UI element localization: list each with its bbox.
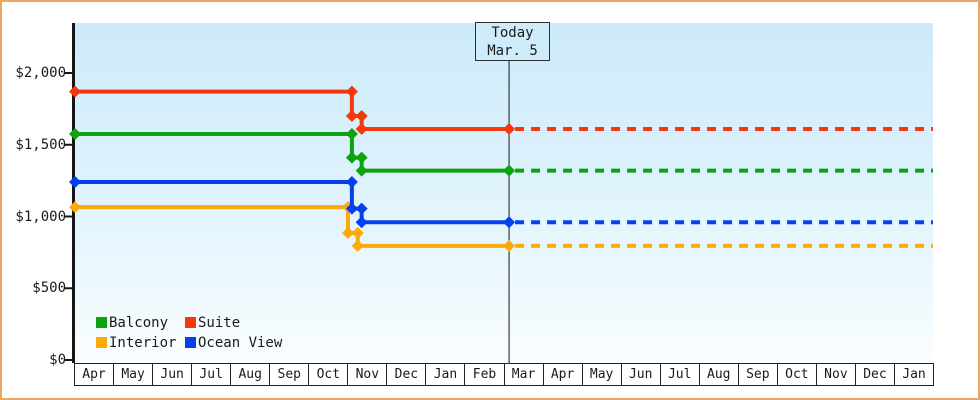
plot-background: [75, 23, 933, 363]
y-axis-tick: [65, 287, 73, 290]
y-axis-tick-label: $500: [32, 280, 66, 297]
month-label: Nov: [815, 364, 855, 385]
month-label: Sep: [737, 364, 777, 385]
y-axis-tick: [65, 359, 73, 361]
month-label: May: [581, 364, 621, 385]
interior-color-swatch-icon: [96, 337, 107, 348]
month-label: Jan: [893, 364, 933, 385]
legend-label-interior: Interior: [109, 334, 177, 351]
month-label: Jun: [152, 364, 191, 385]
y-axis-tick: [65, 215, 73, 218]
y-axis-tick-label: $0: [49, 352, 66, 368]
legend-label-balcony: Balcony: [109, 314, 169, 331]
ocean-view-color-swatch-icon: [185, 337, 196, 348]
y-axis-tick: [65, 143, 73, 146]
y-axis-tick: [65, 72, 73, 74]
month-label: Apr: [542, 364, 582, 385]
month-label: Feb: [464, 364, 503, 385]
month-label: May: [113, 364, 152, 385]
month-label: Sep: [269, 364, 308, 385]
balcony-color-swatch-icon: [96, 317, 107, 328]
today-label: Today: [491, 25, 534, 41]
month-label: Nov: [347, 364, 386, 385]
legend-item-suite: Suite: [185, 313, 282, 332]
legend-item-ocean-view: Ocean View: [185, 333, 282, 352]
legend-item-interior: Interior: [96, 333, 185, 352]
legend-item-balcony: Balcony: [96, 313, 185, 332]
month-label: Apr: [82, 367, 106, 382]
y-axis-tick-label: $1,000: [15, 208, 66, 225]
month-label: Jul: [659, 364, 699, 385]
month-label: Aug: [698, 364, 738, 385]
month-label: Mar: [503, 364, 543, 385]
legend-label-suite: Suite: [198, 314, 241, 331]
today-annotation-box: Today Mar. 5: [475, 22, 550, 61]
legend: Balcony Suite Interior Ocean View: [96, 313, 282, 352]
month-label: Jan: [425, 364, 464, 385]
y-axis-tick-label: $2,000: [15, 65, 66, 81]
month-axis-strip: Apr May Jun Jul Aug Sep Oct Nov Dec Jan Feb Mar Apr M…: [74, 363, 934, 386]
month-label: Jun: [620, 364, 660, 385]
month-label: Oct: [776, 364, 816, 385]
month-label: Dec: [854, 364, 894, 385]
month-label: Dec: [386, 364, 425, 385]
legend-label-ocean-view: Ocean View: [198, 334, 283, 351]
month-label: Aug: [230, 364, 269, 385]
today-date: Mar. 5: [487, 43, 538, 59]
y-axis-tick-label: $1,500: [15, 136, 66, 153]
month-label: Oct: [308, 364, 347, 385]
suite-color-swatch-icon: [185, 317, 196, 328]
month-label: Jul: [191, 364, 230, 385]
